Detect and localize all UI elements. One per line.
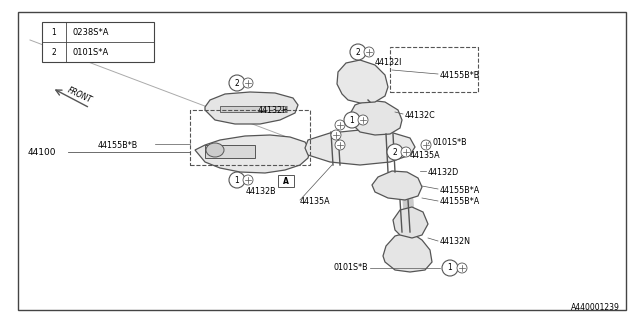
Text: 44132N: 44132N <box>440 237 471 246</box>
Polygon shape <box>337 60 388 103</box>
Text: 2: 2 <box>356 47 360 57</box>
Text: 2: 2 <box>52 47 56 57</box>
Text: 44155B*B: 44155B*B <box>440 70 480 79</box>
Text: 0101S*A: 0101S*A <box>72 47 108 57</box>
Text: 44132H: 44132H <box>258 106 289 115</box>
Circle shape <box>229 75 245 91</box>
Text: 44100: 44100 <box>28 148 56 156</box>
Circle shape <box>229 172 245 188</box>
Polygon shape <box>195 135 310 173</box>
Circle shape <box>442 260 458 276</box>
Polygon shape <box>205 92 298 124</box>
Polygon shape <box>383 232 432 272</box>
Bar <box>278 175 294 187</box>
Text: 44132C: 44132C <box>405 110 436 119</box>
Circle shape <box>47 45 61 59</box>
Text: 44155B*B: 44155B*B <box>98 140 138 149</box>
Text: 0101S*B: 0101S*B <box>333 263 368 273</box>
Text: 44132I: 44132I <box>375 58 403 67</box>
Text: 2: 2 <box>392 148 397 156</box>
Bar <box>42 22 154 62</box>
Text: 44132B: 44132B <box>246 188 276 196</box>
Text: FRONT: FRONT <box>67 85 93 105</box>
Circle shape <box>335 140 345 150</box>
Circle shape <box>47 25 61 39</box>
Text: 1: 1 <box>447 263 452 273</box>
Text: 44135A: 44135A <box>410 150 440 159</box>
Text: 44132D: 44132D <box>428 167 460 177</box>
Text: A440001239: A440001239 <box>571 303 620 312</box>
Polygon shape <box>393 207 428 238</box>
Circle shape <box>358 115 368 125</box>
Ellipse shape <box>206 143 224 157</box>
Text: 0238S*A: 0238S*A <box>72 28 109 36</box>
Polygon shape <box>372 171 422 200</box>
Circle shape <box>387 144 403 160</box>
Text: 44155B*A: 44155B*A <box>440 186 480 195</box>
Text: 1: 1 <box>52 28 56 36</box>
Circle shape <box>421 140 431 150</box>
Text: 1: 1 <box>235 175 239 185</box>
Text: 2: 2 <box>235 78 239 87</box>
Text: 1: 1 <box>349 116 355 124</box>
Bar <box>190 110 310 165</box>
Text: A: A <box>283 177 289 186</box>
Circle shape <box>364 47 374 57</box>
Polygon shape <box>350 100 402 135</box>
Polygon shape <box>220 106 285 112</box>
Bar <box>390 47 478 92</box>
Circle shape <box>335 120 345 130</box>
Text: 0101S*B: 0101S*B <box>432 138 467 147</box>
Circle shape <box>243 175 253 185</box>
Polygon shape <box>205 145 255 158</box>
Polygon shape <box>305 130 415 165</box>
Circle shape <box>350 44 366 60</box>
Circle shape <box>457 263 467 273</box>
Circle shape <box>331 130 341 140</box>
Circle shape <box>243 78 253 88</box>
Text: 44155B*A: 44155B*A <box>440 197 480 206</box>
Circle shape <box>344 112 360 128</box>
Text: 44135A: 44135A <box>300 197 331 206</box>
Circle shape <box>401 147 411 157</box>
